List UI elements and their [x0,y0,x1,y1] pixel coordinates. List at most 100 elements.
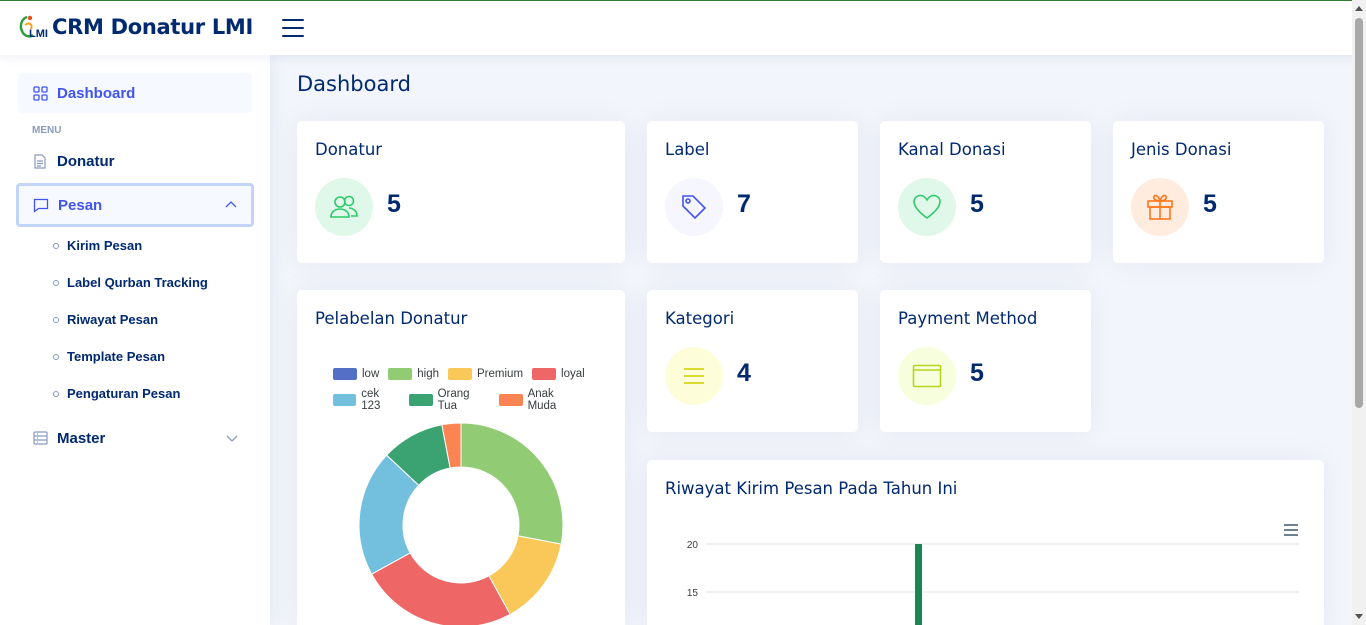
sidebar-subitem-template-pesan[interactable]: Template Pesan [53,349,165,364]
card-label[interactable]: Label 7 [647,121,858,263]
pie-slice-loyal[interactable] [370,552,511,625]
card-value: 4 [737,359,751,387]
legend-label: high [417,368,440,380]
app-logo[interactable]: LMI CRM Donatur LMI [17,13,253,41]
card-title: Kanal Donasi [898,140,1006,159]
sidebar-item-donatur[interactable]: Donatur [18,141,252,181]
legend-label: loyal [561,368,585,380]
legend-item[interactable]: Anak Muda [499,388,584,412]
bar[interactable] [915,544,922,625]
legend-item[interactable]: cek 123 [333,388,400,412]
circle-icon [53,316,59,323]
scroll-up-arrow-icon[interactable] [1355,6,1363,11]
legend-label: low [362,368,380,380]
chat-icon [33,197,49,213]
list-icon [665,347,723,405]
card-pelabelan-donatur: Pelabelan Donatur low high Premium loyal cek… [297,290,625,625]
app-title: CRM Donatur LMI [52,15,254,39]
legend-swatch [388,368,413,380]
sidebar-subitem-kirim-pesan[interactable]: Kirim Pesan [53,238,142,253]
card-kanal-donasi[interactable]: Kanal Donasi 5 [880,121,1091,263]
gift-icon [1131,178,1189,236]
donut-chart [358,422,564,625]
sidebar-item-master[interactable]: Master [18,418,252,458]
card-donatur[interactable]: Donatur 5 [297,121,625,263]
sidebar-item-pesan[interactable]: Pesan [16,183,254,227]
legend-label: cek 123 [361,388,381,412]
legend-item[interactable]: high [388,368,439,380]
pie-slice-anak-muda[interactable] [441,422,462,469]
tag-icon [665,178,723,236]
chart-menu-icon[interactable] [1284,524,1298,539]
legend-label: Anak Muda [527,388,557,412]
card-value: 5 [1203,190,1217,218]
card-title: Label [665,140,710,159]
top-bar: LMI CRM Donatur LMI [0,0,1366,55]
legend-swatch [532,368,557,380]
chevron-down-icon [226,431,238,448]
card-title: Jenis Donasi [1131,140,1232,159]
legend-item[interactable]: low [333,368,379,380]
scrollbar-thumb[interactable] [1355,18,1363,408]
card-title: Donatur [315,140,383,159]
sidebar-subitem-label: Label Qurban Tracking [67,275,208,290]
sidebar-item-label: Dashboard [57,84,136,102]
legend-label: Orang Tua [437,388,470,412]
circle-icon [53,242,59,249]
sidebar-subitem-label: Template Pesan [67,349,166,364]
page-scrollbar[interactable] [1352,0,1366,625]
circle-icon [53,279,59,286]
card-kategori[interactable]: Kategori 4 [647,290,858,432]
sidebar-subitem-label: Pengaturan Pesan [67,386,181,401]
card-title: Pelabelan Donatur [315,309,468,328]
wallet-icon [898,347,956,405]
y-tick-label: 20 [687,540,699,551]
card-title: Payment Method [898,309,1038,328]
sidebar-item-label: Donatur [57,152,115,170]
card-value: 5 [387,190,401,218]
sidebar-toggle-icon[interactable] [282,19,306,39]
legend-item[interactable]: loyal [532,368,585,380]
legend-swatch [333,368,357,380]
lmi-logo-icon: LMI [17,13,49,41]
pie-slice-high[interactable] [460,422,564,545]
sidebar-item-label: Master [57,429,106,447]
sidebar-item-dashboard[interactable]: Dashboard [18,73,252,113]
chart-legend: low high Premium loyal cek 123 Orang Tua Anak … [333,368,593,420]
document-icon [32,153,48,169]
sidebar-subitem-label: Riwayat Pesan [67,312,159,327]
users-icon [315,178,373,236]
sidebar-subitem-pengaturan-pesan[interactable]: Pengaturan Pesan [53,386,180,401]
sidebar-subitem-label: Kirim Pesan [67,238,143,253]
legend-label: Premium [477,368,524,380]
list-icon [32,430,48,446]
menu-heading: MENU [32,125,62,136]
card-title: Riwayat Kirim Pesan Pada Tahun Ini [665,479,958,498]
legend-item[interactable]: Premium [448,368,523,380]
card-title: Kategori [665,309,735,328]
card-riwayat-kirim-pesan: Riwayat Kirim Pesan Pada Tahun Ini 20 15 [647,460,1324,625]
scroll-down-arrow-icon[interactable] [1355,614,1363,619]
sidebar: Dashboard MENU Donatur Pesan Kirim Pesan… [0,55,270,625]
svg-text:LMI: LMI [29,28,48,40]
card-value: 5 [970,190,984,218]
card-value: 7 [737,190,751,218]
page-title: Dashboard [297,72,411,96]
circle-icon [53,353,59,360]
y-tick-label: 15 [687,588,699,599]
circle-icon [53,390,59,397]
sidebar-subitem-riwayat-pesan[interactable]: Riwayat Pesan [53,312,158,327]
card-payment-method[interactable]: Payment Method 5 [880,290,1091,432]
card-value: 5 [970,359,984,387]
chevron-up-icon [225,198,237,215]
legend-swatch [333,394,357,406]
grid-icon [32,85,48,101]
legend-item[interactable]: Orang Tua [409,388,490,412]
heart-icon [898,178,956,236]
card-jenis-donasi[interactable]: Jenis Donasi 5 [1113,121,1324,263]
sidebar-subitem-label-qurban-tracking[interactable]: Label Qurban Tracking [53,275,208,290]
sidebar-item-label: Pesan [58,196,103,214]
legend-swatch [409,394,433,406]
legend-swatch [499,394,523,406]
